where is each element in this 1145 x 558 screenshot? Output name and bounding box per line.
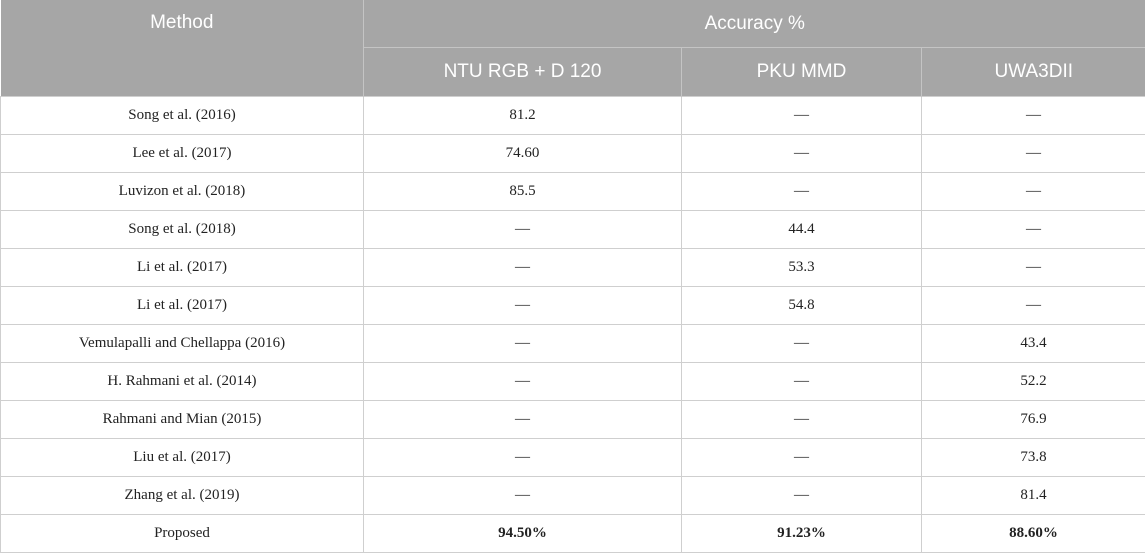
value-cell: —	[681, 324, 922, 363]
table-row: Zhang et al. (2019) — — 81.4	[0, 476, 1145, 515]
table-row: Song et al. (2018) — 44.4 —	[0, 210, 1145, 249]
method-cell: Luvizon et al. (2018)	[0, 172, 364, 211]
value-cell: —	[920, 96, 1145, 135]
value-cell: 88.60%	[920, 514, 1145, 553]
value-cell: —	[920, 172, 1145, 211]
table-row: Li et al. (2017) — 54.8 —	[0, 286, 1145, 325]
value-cell: —	[681, 438, 922, 477]
value-cell: —	[681, 362, 922, 401]
table-row: H. Rahmani et al. (2014) — — 52.2	[0, 362, 1145, 401]
value-cell: —	[681, 400, 922, 439]
table-row: Lee et al. (2017) 74.60 — —	[0, 134, 1145, 173]
value-cell: —	[681, 96, 922, 135]
header-ntu: NTU RGB + D 120	[363, 47, 682, 97]
method-cell: Song et al. (2018)	[0, 210, 364, 249]
value-cell: 53.3	[681, 248, 922, 287]
value-cell: —	[363, 210, 682, 249]
table-header: Method Accuracy % NTU RGB + D 120 PKU MM…	[0, 0, 1145, 97]
header-uwa: UWA3DII	[920, 47, 1145, 97]
value-cell: 74.60	[363, 134, 682, 173]
method-cell: Zhang et al. (2019)	[0, 476, 364, 515]
table-row-proposed: Proposed 94.50% 91.23% 88.60%	[0, 514, 1145, 553]
table-row: Rahmani and Mian (2015) — — 76.9	[0, 400, 1145, 439]
value-cell: 76.9	[920, 400, 1145, 439]
value-cell: 81.2	[363, 96, 682, 135]
method-cell: Song et al. (2016)	[0, 96, 364, 135]
table-row: Li et al. (2017) — 53.3 —	[0, 248, 1145, 287]
value-cell: —	[363, 400, 682, 439]
value-cell: —	[920, 286, 1145, 325]
value-cell: —	[920, 248, 1145, 287]
method-cell: Lee et al. (2017)	[0, 134, 364, 173]
value-cell: 43.4	[920, 324, 1145, 363]
value-cell: 52.2	[920, 362, 1145, 401]
value-cell: —	[681, 476, 922, 515]
value-cell: —	[681, 134, 922, 173]
header-method: Method	[0, 0, 364, 97]
value-cell: —	[363, 286, 682, 325]
value-cell: —	[363, 324, 682, 363]
value-cell: —	[681, 172, 922, 211]
value-cell: —	[920, 134, 1145, 173]
method-cell: Vemulapalli and Chellappa (2016)	[0, 324, 364, 363]
method-cell: H. Rahmani et al. (2014)	[0, 362, 364, 401]
value-cell: 94.50%	[363, 514, 682, 553]
value-cell: —	[363, 248, 682, 287]
value-cell: 85.5	[363, 172, 682, 211]
table-row: Liu et al. (2017) — — 73.8	[0, 438, 1145, 477]
value-cell: —	[363, 438, 682, 477]
value-cell: 73.8	[920, 438, 1145, 477]
method-cell: Li et al. (2017)	[0, 248, 364, 287]
method-cell: Proposed	[0, 514, 364, 553]
value-cell: 91.23%	[681, 514, 922, 553]
value-cell: —	[363, 362, 682, 401]
table-row: Vemulapalli and Chellappa (2016) — — 43.…	[0, 324, 1145, 363]
value-cell: —	[363, 476, 682, 515]
table-body: Song et al. (2016) 81.2 — — Lee et al. (…	[0, 96, 1145, 553]
header-accuracy: Accuracy %	[363, 0, 1145, 48]
value-cell: 81.4	[920, 476, 1145, 515]
value-cell: 54.8	[681, 286, 922, 325]
method-cell: Rahmani and Mian (2015)	[0, 400, 364, 439]
table-row: Luvizon et al. (2018) 85.5 — —	[0, 172, 1145, 211]
method-cell: Liu et al. (2017)	[0, 438, 364, 477]
header-pku: PKU MMD	[681, 47, 922, 97]
method-cell: Li et al. (2017)	[0, 286, 364, 325]
table-row: Song et al. (2016) 81.2 — —	[0, 96, 1145, 135]
value-cell: 44.4	[681, 210, 922, 249]
value-cell: —	[920, 210, 1145, 249]
